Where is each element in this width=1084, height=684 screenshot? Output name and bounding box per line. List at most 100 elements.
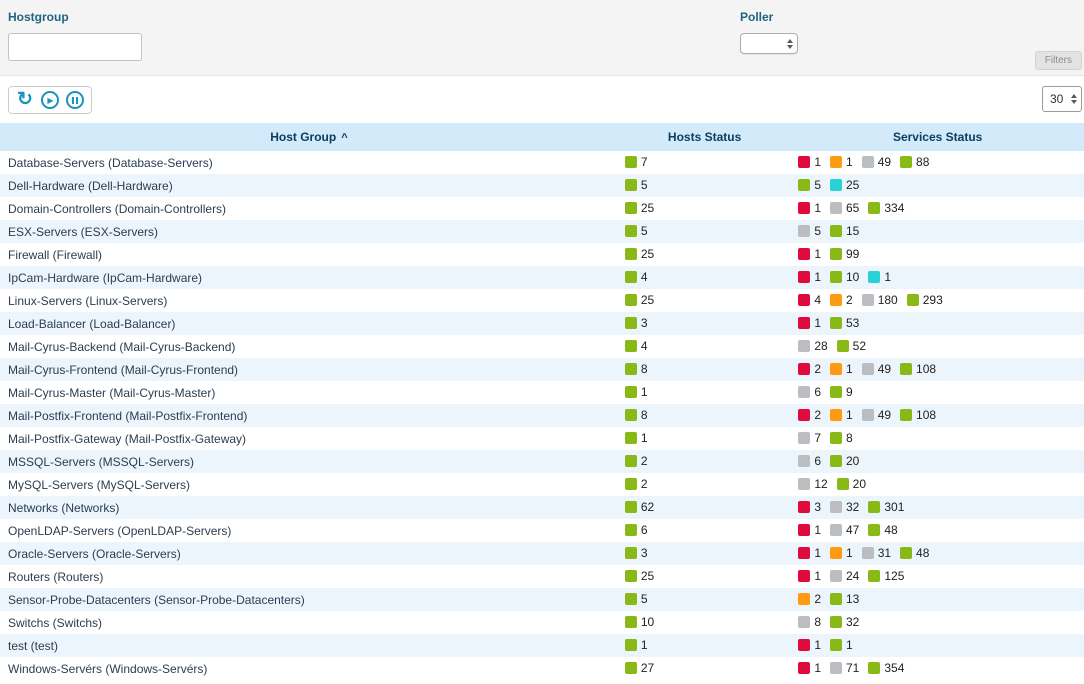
status-count: 71: [846, 660, 860, 675]
ok-status-icon: [868, 569, 881, 582]
table-row[interactable]: Domain-Controllers (Domain-Controllers) …: [0, 197, 1084, 220]
status-count: 25: [640, 568, 655, 583]
column-hosts-status[interactable]: Hosts Status: [617, 123, 792, 151]
status-count: 2: [814, 361, 821, 376]
status-count: 2: [846, 292, 853, 307]
hosts-status-cell: 3: [618, 312, 791, 335]
hosts-status-cell: 25: [618, 565, 791, 588]
status-count: 1: [814, 522, 821, 537]
hostgroup-name[interactable]: Mail-Cyrus-Frontend (Mail-Cyrus-Frontend…: [8, 362, 239, 377]
table-row[interactable]: Oracle-Servers (Oracle-Servers) 3 1 1 31 48: [0, 542, 1084, 565]
hostgroup-name[interactable]: MySQL-Servers (MySQL-Servers): [8, 477, 191, 492]
status-count: 25: [640, 292, 655, 307]
hostgroup-name[interactable]: Linux-Servers (Linux-Servers): [8, 293, 168, 308]
ok-status-icon: [624, 224, 637, 237]
status-count: 32: [846, 499, 860, 514]
hostgroup-name[interactable]: Switchs (Switchs): [8, 615, 103, 630]
status-count: 354: [884, 660, 905, 675]
column-services-status[interactable]: Services Status: [791, 123, 1084, 151]
table-row[interactable]: Mail-Cyrus-Master (Mail-Cyrus-Master) 1 …: [0, 381, 1084, 404]
hostgroup-name[interactable]: Oracle-Servers (Oracle-Servers): [8, 546, 181, 561]
play-icon[interactable]: ▶: [41, 91, 59, 109]
table-row[interactable]: Load-Balancer (Load-Balancer) 3 1 53: [0, 312, 1084, 335]
table-row[interactable]: Switchs (Switchs) 10 8 32: [0, 611, 1084, 634]
hostgroup-name[interactable]: Mail-Cyrus-Master (Mail-Cyrus-Master): [8, 385, 216, 400]
hostgroup-name[interactable]: Mail-Cyrus-Backend (Mail-Cyrus-Backend): [8, 339, 236, 354]
page-size-select[interactable]: 30: [1042, 86, 1082, 112]
table-row[interactable]: Mail-Postfix-Gateway (Mail-Postfix-Gatew…: [0, 427, 1084, 450]
table-row[interactable]: IpCam-Hardware (IpCam-Hardware) 4 1 10 1: [0, 266, 1084, 289]
table-row[interactable]: Routers (Routers) 25 1 24 125: [0, 565, 1084, 588]
hosts-status-cell: 62: [618, 496, 791, 519]
table-row[interactable]: Mail-Cyrus-Backend (Mail-Cyrus-Backend) …: [0, 335, 1084, 358]
status-count: 1: [814, 246, 821, 261]
warning-status-icon: [830, 408, 842, 421]
warning-status-icon: [830, 293, 842, 306]
refresh-icon[interactable]: ↻: [17, 89, 33, 110]
column-host-group[interactable]: Host Group ^: [0, 123, 618, 151]
critical-status-badge: 2: [798, 362, 821, 376]
ok-status-badge: 2: [624, 477, 648, 491]
status-count: 1: [814, 154, 821, 169]
ok-status-icon: [624, 362, 637, 375]
hostgroup-filter-input[interactable]: [8, 33, 142, 61]
unknown-status-badge: 7: [798, 431, 821, 445]
hostgroup-name[interactable]: MSSQL-Servers (MSSQL-Servers): [8, 454, 195, 469]
status-count: 20: [852, 476, 867, 491]
hostgroup-name[interactable]: Routers (Routers): [8, 569, 104, 584]
warning-status-badge: 1: [830, 155, 853, 169]
hostgroup-name[interactable]: Mail-Postfix-Gateway (Mail-Postfix-Gatew…: [8, 431, 247, 446]
hostgroup-name[interactable]: Firewall (Firewall): [8, 247, 103, 262]
services-status-cell: 2 1 49 108: [791, 404, 1084, 427]
pending-status-badge: 1: [868, 270, 891, 284]
hostgroup-name[interactable]: OpenLDAP-Servers (OpenLDAP-Servers): [8, 523, 232, 538]
ok-status-icon: [624, 523, 637, 536]
hosts-status-cell: 1: [618, 381, 791, 404]
pause-icon[interactable]: [66, 91, 84, 109]
ok-status-icon: [624, 247, 637, 260]
table-row[interactable]: Sensor-Probe-Datacenters (Sensor-Probe-D…: [0, 588, 1084, 611]
hostgroup-name[interactable]: Dell-Hardware (Dell-Hardware): [8, 178, 173, 193]
table-row[interactable]: MySQL-Servers (MySQL-Servers) 2 12 20: [0, 473, 1084, 496]
hostgroup-name[interactable]: test (test): [8, 638, 59, 653]
table-row[interactable]: MSSQL-Servers (MSSQL-Servers) 2 6 20: [0, 450, 1084, 473]
table-row[interactable]: OpenLDAP-Servers (OpenLDAP-Servers) 6 1 4…: [0, 519, 1084, 542]
table-row[interactable]: Networks (Networks) 62 3 32 301: [0, 496, 1084, 519]
table-row[interactable]: Mail-Postfix-Frontend (Mail-Postfix-Fron…: [0, 404, 1084, 427]
table-row[interactable]: Windows-Servérs (Windows-Servérs) 27 1 71…: [0, 657, 1084, 680]
ok-status-badge: 7: [624, 155, 648, 169]
services-status-cell: 4 2 180 293: [791, 289, 1084, 312]
filters-button[interactable]: Filters: [1034, 51, 1082, 70]
hostgroup-name[interactable]: Windows-Servérs (Windows-Servérs): [8, 661, 208, 676]
ok-status-icon: [624, 546, 637, 559]
hostgroup-name[interactable]: Load-Balancer (Load-Balancer): [8, 316, 176, 331]
services-status-cell: 2 13: [791, 588, 1084, 611]
hostgroup-name[interactable]: Mail-Postfix-Frontend (Mail-Postfix-Fron…: [8, 408, 248, 423]
table-row[interactable]: Firewall (Firewall) 25 1 99: [0, 243, 1084, 266]
hosts-status-cell: 25: [618, 289, 791, 312]
hostgroup-name[interactable]: IpCam-Hardware (IpCam-Hardware): [8, 270, 203, 285]
ok-status-icon: [830, 224, 842, 237]
hostgroup-name[interactable]: Sensor-Probe-Datacenters (Sensor-Probe-D…: [8, 592, 305, 607]
status-count: 25: [640, 246, 655, 261]
status-count: 49: [877, 361, 892, 376]
poller-select[interactable]: [740, 33, 798, 54]
table-row[interactable]: Linux-Servers (Linux-Servers) 25 4 2 180 29…: [0, 289, 1084, 312]
critical-status-icon: [798, 500, 811, 513]
hostgroup-name[interactable]: ESX-Servers (ESX-Servers): [8, 224, 159, 239]
hostgroup-name[interactable]: Networks (Networks): [8, 500, 120, 515]
status-count: 5: [640, 223, 648, 238]
ok-status-badge: 8: [830, 431, 853, 445]
table-row[interactable]: Mail-Cyrus-Frontend (Mail-Cyrus-Frontend…: [0, 358, 1084, 381]
table-row[interactable]: Dell-Hardware (Dell-Hardware) 5 5 25: [0, 174, 1084, 197]
status-count: 293: [922, 292, 943, 307]
table-row[interactable]: ESX-Servers (ESX-Servers) 5 5 15: [0, 220, 1084, 243]
hostgroup-name[interactable]: Database-Servers (Database-Servers): [8, 155, 213, 170]
critical-status-badge: 1: [798, 569, 821, 583]
hostgroup-name[interactable]: Domain-Controllers (Domain-Controllers): [8, 201, 227, 216]
